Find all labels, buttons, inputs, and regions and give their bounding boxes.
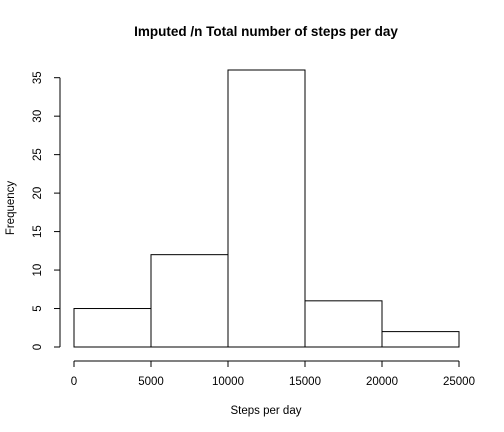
x-axis-label: Steps per day xyxy=(231,405,302,417)
y-tick-label-3: 15 xyxy=(32,225,44,238)
y-tick-label-6: 30 xyxy=(32,110,44,123)
histogram-bar-4 xyxy=(381,331,460,348)
bars-group xyxy=(73,69,460,348)
x-tick-label-0: 0 xyxy=(71,376,77,388)
histogram-bar-1 xyxy=(150,254,229,348)
x-tick-label-1: 5000 xyxy=(138,376,164,388)
histogram-bar-0 xyxy=(73,308,152,348)
y-axis-label: Frequency xyxy=(5,181,17,236)
x-tick-label-2: 10000 xyxy=(212,376,244,388)
x-tick-label-4: 20000 xyxy=(366,376,398,388)
y-tick-label-5: 25 xyxy=(32,148,44,161)
y-tick-label-2: 10 xyxy=(32,264,44,277)
histogram-bar-3 xyxy=(304,300,383,348)
x-axis: 0 5000 10000 15000 20000 25000 xyxy=(71,360,475,388)
y-tick-label-7: 35 xyxy=(32,71,44,84)
histogram-bar-2 xyxy=(227,69,306,348)
y-tick-label-4: 20 xyxy=(32,187,44,200)
y-tick-label-1: 5 xyxy=(32,305,44,311)
y-axis: 0 5 10 15 20 25 30 35 xyxy=(32,71,61,350)
chart-title: Imputed /n Total number of steps per day xyxy=(134,24,398,39)
y-tick-label-0: 0 xyxy=(32,344,44,350)
x-tick-label-3: 15000 xyxy=(289,376,321,388)
x-tick-label-5: 25000 xyxy=(443,376,475,388)
